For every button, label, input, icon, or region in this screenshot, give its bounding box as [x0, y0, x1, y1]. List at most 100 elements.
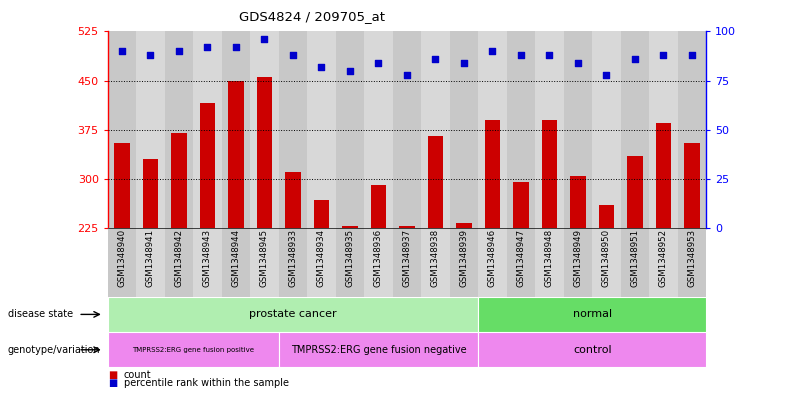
Text: GSM1348936: GSM1348936 [374, 229, 383, 287]
Text: disease state: disease state [8, 309, 73, 320]
Text: GSM1348934: GSM1348934 [317, 229, 326, 287]
Bar [621, 228, 650, 297]
Text: GSM1348952: GSM1348952 [659, 229, 668, 287]
Bar [563, 228, 592, 297]
Bar [114, 143, 130, 228]
Bar [592, 228, 621, 297]
Bar [570, 176, 586, 228]
Bar [421, 31, 450, 228]
Bar [200, 103, 215, 228]
Bar [563, 31, 592, 228]
Bar [193, 31, 222, 228]
Text: ■: ■ [108, 378, 117, 388]
Bar [222, 31, 251, 228]
Bar [627, 156, 643, 228]
Text: GSM1348940: GSM1348940 [117, 229, 126, 287]
Point [457, 60, 470, 66]
Text: normal: normal [573, 309, 612, 320]
Bar [108, 297, 478, 332]
Bar [364, 31, 393, 228]
Bar [542, 120, 557, 228]
Point [486, 48, 499, 54]
Bar [592, 31, 621, 228]
Bar [650, 228, 678, 297]
Text: TMPRSS2:ERG gene fusion positive: TMPRSS2:ERG gene fusion positive [132, 347, 255, 353]
Bar [393, 31, 421, 228]
Bar [279, 332, 478, 367]
Point [116, 48, 128, 54]
Point [629, 56, 642, 62]
Bar [478, 297, 706, 332]
Text: GSM1348948: GSM1348948 [545, 229, 554, 287]
Bar [535, 228, 563, 297]
Bar [621, 31, 650, 228]
Bar [164, 228, 193, 297]
Text: GSM1348938: GSM1348938 [431, 229, 440, 287]
Bar [257, 77, 272, 228]
Text: GSM1348942: GSM1348942 [175, 229, 184, 287]
Text: genotype/variation: genotype/variation [8, 345, 101, 355]
Text: TMPRSS2:ERG gene fusion negative: TMPRSS2:ERG gene fusion negative [290, 345, 466, 355]
Text: GSM1348933: GSM1348933 [289, 229, 298, 287]
Point [600, 72, 613, 78]
Point [429, 56, 442, 62]
Bar [314, 200, 330, 228]
Text: GSM1348949: GSM1348949 [574, 229, 583, 287]
Point [201, 44, 214, 50]
Bar [684, 143, 700, 228]
Bar [164, 31, 193, 228]
Text: prostate cancer: prostate cancer [249, 309, 337, 320]
Bar [393, 228, 421, 297]
Bar [370, 185, 386, 228]
Bar [136, 31, 164, 228]
Point [144, 52, 157, 58]
Text: ■: ■ [108, 369, 117, 380]
Point [543, 52, 556, 58]
Text: count: count [124, 369, 152, 380]
Text: GSM1348935: GSM1348935 [346, 229, 354, 287]
Text: GSM1348947: GSM1348947 [516, 229, 525, 287]
Bar [222, 228, 251, 297]
Bar [143, 159, 158, 228]
Text: percentile rank within the sample: percentile rank within the sample [124, 378, 289, 388]
Point [401, 72, 413, 78]
Bar [535, 31, 563, 228]
Bar [279, 31, 307, 228]
Bar [478, 332, 706, 367]
Bar [513, 182, 529, 228]
Bar [336, 31, 364, 228]
Text: GDS4824 / 209705_at: GDS4824 / 209705_at [239, 10, 385, 23]
Bar [193, 228, 222, 297]
Bar [108, 228, 136, 297]
Bar [478, 228, 507, 297]
Text: GSM1348941: GSM1348941 [146, 229, 155, 287]
Bar [136, 228, 164, 297]
Point [286, 52, 299, 58]
Bar [450, 31, 478, 228]
Bar [598, 205, 614, 228]
Point [258, 36, 271, 42]
Bar [421, 228, 450, 297]
Bar [450, 228, 478, 297]
Point [372, 60, 385, 66]
Bar [678, 228, 706, 297]
Point [685, 52, 698, 58]
Text: GSM1348946: GSM1348946 [488, 229, 497, 287]
Point [571, 60, 584, 66]
Point [657, 52, 670, 58]
Bar [507, 228, 535, 297]
Bar [228, 81, 244, 228]
Text: GSM1348951: GSM1348951 [630, 229, 639, 287]
Bar [251, 31, 279, 228]
Point [230, 44, 243, 50]
Bar [456, 223, 472, 228]
Bar [307, 228, 336, 297]
Bar [399, 226, 415, 228]
Point [515, 52, 527, 58]
Text: GSM1348950: GSM1348950 [602, 229, 611, 287]
Point [172, 48, 185, 54]
Bar [678, 31, 706, 228]
Text: GSM1348953: GSM1348953 [688, 229, 697, 287]
Point [344, 68, 357, 74]
Bar [171, 133, 187, 228]
